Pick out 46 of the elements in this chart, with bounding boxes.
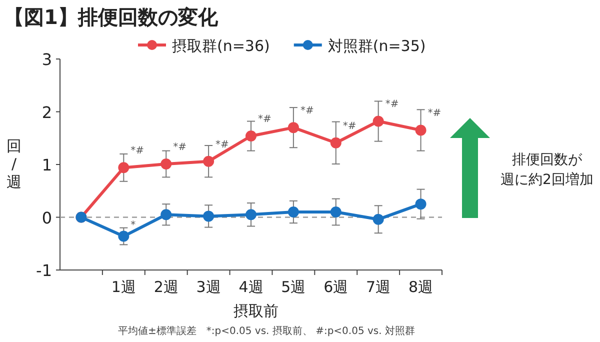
y-tick-label: 1	[42, 156, 52, 174]
point	[415, 124, 426, 136]
point	[288, 206, 299, 218]
legend-label: 摂取群(n=36)	[172, 37, 270, 55]
text: 平均値±標準誤差 *:p<0.05 vs. 摂取前、 #:p<0.05 vs. 対照群	[118, 325, 415, 337]
annotation: *#	[342, 120, 356, 132]
point	[246, 209, 256, 220]
point	[330, 206, 342, 218]
point	[160, 158, 172, 170]
legend-label: 対照群(n=35)	[328, 37, 426, 55]
text: 排便回数が	[512, 152, 583, 168]
y-tick-label: 0	[42, 208, 52, 228]
annotation: *#	[385, 99, 399, 110]
annotation: *#	[300, 106, 314, 117]
annotation: *#	[130, 146, 144, 157]
chart-title: 【図1】排便回数の変化	[4, 5, 219, 29]
y-tick-label: 3	[42, 50, 52, 69]
x-tick-label: 8週	[408, 278, 434, 296]
text: 週に約2回増加	[500, 171, 594, 188]
point	[203, 156, 214, 167]
x-tick-label: 4週	[238, 278, 264, 296]
annotation: *#	[216, 139, 229, 150]
point	[288, 122, 299, 134]
x-tick-label: 5週	[281, 278, 306, 296]
y-axis-title: 回/週	[6, 137, 22, 191]
x-tick-label: 2週	[154, 278, 178, 296]
y-tick-label: 2	[42, 102, 52, 122]
point	[160, 209, 172, 220]
x-axis-title: 摂取前	[234, 302, 278, 320]
point	[330, 137, 342, 148]
x-tick-label: 1週	[111, 278, 136, 296]
point	[118, 230, 130, 242]
x-tick-label: 6週	[324, 278, 348, 296]
point	[372, 214, 384, 225]
annotation: *#	[428, 108, 442, 120]
x-tick-label: 7週	[366, 278, 391, 296]
point	[203, 210, 214, 222]
point	[415, 198, 426, 210]
point	[118, 162, 130, 174]
point	[372, 116, 384, 127]
x-tick-label: 3週	[196, 278, 221, 296]
annotation: *#	[173, 142, 186, 153]
point	[246, 130, 256, 142]
annotation: *	[130, 220, 136, 232]
annotation: *#	[258, 114, 272, 126]
y-tick-label: -1	[36, 261, 52, 280]
